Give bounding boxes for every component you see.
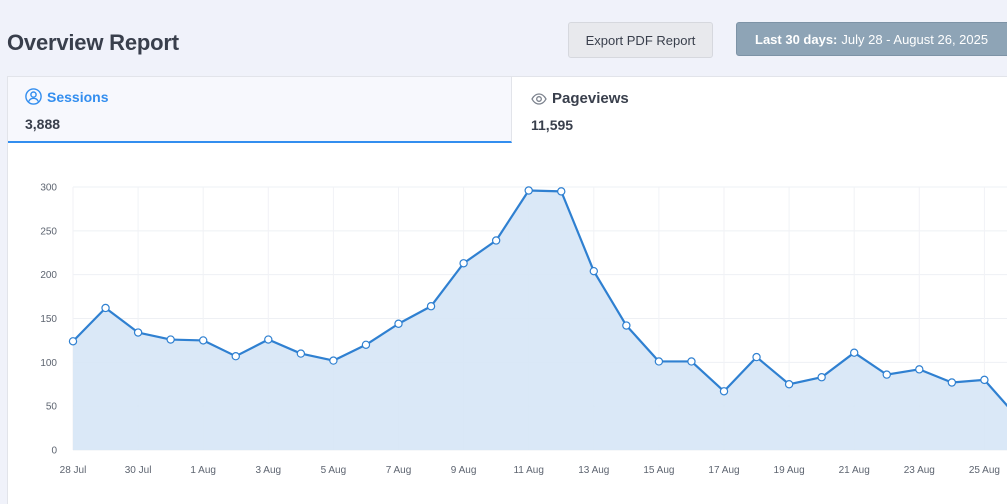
sessions-point [361, 340, 371, 349]
sessions-point [784, 380, 794, 389]
tab-sessions-label: Sessions [47, 88, 109, 105]
sessions-point [850, 348, 859, 357]
sessions-point [133, 328, 143, 337]
x-tick-label: 30 Jul [125, 465, 152, 476]
x-tick-label: 17 Aug [708, 465, 739, 476]
sessions-point [817, 373, 826, 382]
page-title: Overview Report [7, 30, 179, 55]
x-tick-label: 28 Jul [60, 465, 87, 476]
sessions-point [296, 349, 306, 358]
sessions-area [73, 190, 1007, 450]
x-tick-label: 9 Aug [451, 465, 477, 476]
sessions-point [687, 357, 696, 366]
sessions-point [231, 351, 240, 361]
sessions-point [589, 266, 599, 276]
sessions-point [166, 335, 175, 344]
sessions-point [622, 321, 631, 330]
sessions-line [72, 189, 1007, 408]
sessions-point [198, 336, 208, 345]
sessions-point [394, 319, 403, 328]
date-range-value: July 28 - August 26, 2025 [841, 31, 989, 47]
tab-sessions-label-row: Sessions [25, 88, 108, 105]
tab-pageviews-label: Pageviews [552, 90, 629, 107]
tab-sessions[interactable]: Sessions 3,888 [8, 77, 512, 143]
metric-tabs: Sessions 3,888 Pageviews 11,595 [8, 77, 1007, 143]
sessions-point [719, 387, 729, 396]
y-tick-label: 200 [40, 270, 57, 281]
x-tick-label: 23 Aug [904, 465, 935, 476]
y-tick-label: 0 [51, 446, 57, 457]
sessions-point [459, 259, 468, 268]
sessions-point [68, 337, 78, 346]
user-circle-icon [25, 88, 42, 105]
x-tick-label: 1 Aug [190, 465, 216, 476]
sessions-point [654, 357, 664, 366]
sessions-point [491, 236, 501, 245]
sessions-point [264, 335, 273, 344]
export-pdf-button[interactable]: Export PDF Report [568, 22, 713, 58]
sessions-point [882, 370, 891, 379]
sessions-point [915, 365, 924, 374]
header: Overview Report Export PDF Report Last 3… [0, 0, 1007, 76]
y-tick-label: 100 [40, 358, 57, 369]
x-tick-label: 7 Aug [386, 465, 412, 476]
sessions-point [557, 187, 566, 196]
x-tick-label: 11 Aug [513, 465, 543, 476]
x-tick-label: 15 Aug [643, 465, 674, 476]
pageviews-value: 11,595 [531, 117, 574, 133]
x-tick-label: 5 Aug [321, 465, 347, 476]
tab-pageviews-label-row: Pageviews [531, 90, 629, 107]
y-tick-label: 150 [40, 314, 57, 325]
eye-icon [531, 92, 547, 105]
sessions-value: 3,888 [25, 116, 61, 132]
x-tick-label: 19 Aug [774, 465, 805, 476]
sessions-point [752, 352, 761, 362]
sessions-point [980, 375, 989, 385]
x-tick-label: 13 Aug [578, 465, 609, 476]
sessions-point [329, 356, 338, 365]
sessions-point [524, 186, 533, 195]
date-range-button[interactable]: Last 30 days: July 28 - August 26, 2025 [736, 22, 1007, 56]
sessions-point [947, 378, 957, 387]
date-range-prefix: Last 30 days: [755, 31, 838, 47]
x-tick-label: 3 Aug [256, 465, 282, 476]
y-tick-label: 300 [40, 183, 57, 194]
x-tick-label: 25 Aug [969, 465, 1000, 476]
sessions-point [101, 303, 110, 313]
y-tick-label: 250 [40, 226, 57, 237]
tab-pageviews[interactable]: Pageviews 11,595 [512, 77, 1007, 143]
sessions-point [426, 302, 436, 311]
x-tick-label: 21 Aug [839, 465, 870, 476]
y-tick-label: 50 [46, 402, 58, 413]
